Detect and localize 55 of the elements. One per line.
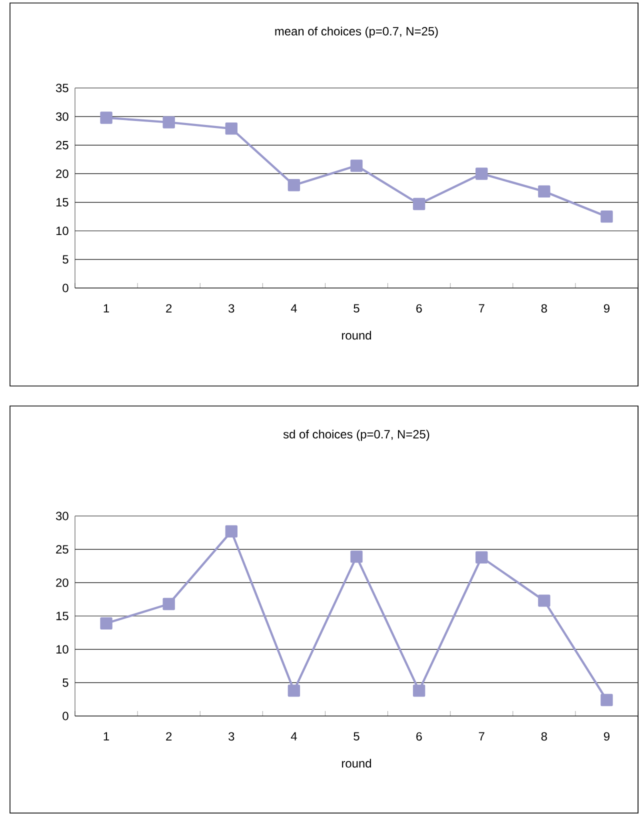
x-axis-title: round [342,330,372,340]
y-tick-label: 25 [56,140,68,150]
point [350,160,363,172]
x-axis-title: round [342,758,372,768]
y-tick-label: 30 [56,512,68,520]
point [476,551,488,564]
y-tick-label: 35 [56,84,68,92]
point [225,525,238,538]
y-tick-label: 30 [56,112,68,121]
point [350,550,363,563]
point [288,179,300,192]
point [538,185,550,198]
x-tick-label: 9 [604,732,610,741]
point [225,122,238,135]
point [288,684,300,697]
point [412,684,426,697]
x-tick-label: 1 [104,732,110,740]
y-tick-label: 10 [56,645,68,654]
y-tick-label: 15 [56,612,68,620]
chart-title: sd of choices (p=0.7, N=25) [283,430,430,441]
y-tick-label: 0 [62,712,68,720]
x-tick-label: 9 [604,304,610,313]
point [162,116,175,128]
x-tick-label: 1 [104,304,110,312]
x-tick-label: 3 [228,732,234,741]
y-tick-label: 10 [56,226,68,236]
point [100,112,112,124]
x-tick-label: 8 [541,304,547,313]
x-tick-label: 7 [478,304,484,312]
x-tick-label: 7 [478,732,484,740]
y-tick-label: 20 [56,169,68,178]
y-tick-label: 0 [62,284,68,292]
x-tick-label: 5 [354,732,360,741]
x-tick-label: 2 [166,304,172,313]
x-tick-label: 6 [416,304,422,313]
x-tick-label: 8 [541,732,547,741]
y-tick-label: 20 [56,578,68,587]
point [412,198,426,210]
chart-title: mean of choices (p=0.7, N=25) [275,26,438,38]
point [600,210,613,223]
point [476,168,488,180]
x-tick-label: 4 [290,732,297,740]
x-tick-label: 5 [354,304,360,313]
point [538,594,550,607]
x-tick-label: 6 [416,732,422,741]
y-tick-label: 5 [62,255,68,264]
y-tick-label: 25 [56,545,68,554]
point [100,617,112,630]
x-tick-label: 3 [228,304,234,313]
point [162,598,175,610]
y-tick-label: 15 [56,198,68,206]
y-tick-label: 5 [62,678,68,687]
point [600,694,613,706]
x-tick-label: 4 [290,304,297,312]
x-tick-label: 2 [166,732,172,741]
